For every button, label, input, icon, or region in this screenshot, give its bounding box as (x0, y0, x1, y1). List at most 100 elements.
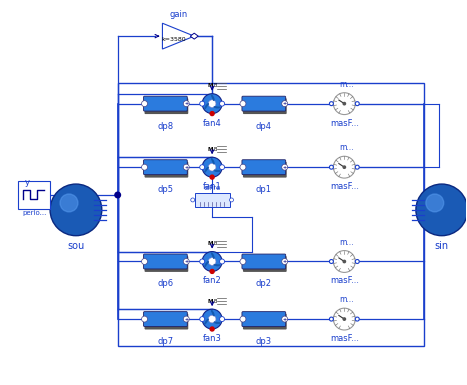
Text: +: + (184, 259, 188, 264)
Circle shape (343, 166, 346, 168)
Circle shape (240, 164, 246, 170)
Circle shape (210, 270, 214, 273)
Text: dp4: dp4 (256, 122, 272, 131)
Circle shape (219, 316, 225, 321)
Circle shape (240, 258, 246, 264)
Circle shape (219, 259, 225, 264)
Text: m...: m... (339, 295, 354, 304)
FancyBboxPatch shape (144, 314, 188, 330)
FancyBboxPatch shape (242, 160, 286, 175)
Circle shape (240, 316, 246, 322)
Text: fan3: fan3 (203, 334, 221, 343)
Circle shape (184, 100, 189, 107)
FancyBboxPatch shape (243, 314, 287, 330)
Circle shape (202, 157, 222, 177)
Polygon shape (190, 33, 198, 39)
Polygon shape (205, 319, 209, 324)
Circle shape (329, 259, 333, 263)
Text: dp6: dp6 (157, 280, 173, 288)
Text: m...: m... (339, 143, 354, 152)
Polygon shape (205, 261, 209, 266)
Text: masF...: masF... (330, 182, 359, 191)
Text: dp2: dp2 (256, 280, 272, 288)
Polygon shape (212, 159, 214, 164)
Circle shape (343, 318, 346, 320)
Polygon shape (205, 104, 209, 109)
Circle shape (343, 102, 346, 105)
Circle shape (210, 175, 214, 179)
Circle shape (343, 260, 346, 263)
Circle shape (184, 164, 189, 170)
Text: +: + (283, 259, 287, 264)
Circle shape (202, 309, 222, 329)
Text: dp1: dp1 (256, 185, 272, 194)
Circle shape (333, 308, 355, 330)
Text: +: + (283, 165, 287, 170)
Circle shape (333, 251, 355, 273)
Text: y: y (24, 178, 29, 187)
Circle shape (200, 316, 205, 321)
Circle shape (50, 184, 102, 236)
FancyBboxPatch shape (143, 96, 187, 111)
FancyBboxPatch shape (144, 256, 188, 272)
Circle shape (200, 259, 205, 264)
Polygon shape (214, 264, 220, 266)
Circle shape (240, 100, 246, 107)
Circle shape (329, 317, 333, 321)
Circle shape (210, 112, 214, 116)
Text: dp8: dp8 (157, 122, 173, 131)
Circle shape (202, 94, 222, 114)
Polygon shape (212, 253, 214, 258)
Circle shape (208, 163, 216, 171)
FancyBboxPatch shape (243, 162, 287, 177)
Text: +: + (184, 316, 188, 321)
Circle shape (333, 156, 355, 178)
Circle shape (60, 194, 78, 212)
Text: dp3: dp3 (256, 337, 272, 346)
Circle shape (200, 101, 205, 106)
Circle shape (208, 258, 216, 265)
Circle shape (208, 315, 216, 323)
Text: m...: m... (339, 80, 354, 89)
Text: B: B (213, 241, 217, 246)
Polygon shape (214, 170, 220, 171)
Circle shape (200, 165, 205, 170)
FancyBboxPatch shape (242, 96, 286, 111)
Text: m...: m... (339, 238, 354, 247)
Text: M: M (207, 83, 213, 88)
Circle shape (115, 192, 120, 198)
Polygon shape (214, 322, 220, 323)
Text: M: M (207, 299, 213, 304)
Circle shape (142, 258, 148, 264)
Circle shape (355, 102, 359, 105)
Polygon shape (214, 107, 220, 108)
FancyBboxPatch shape (143, 160, 187, 175)
Text: perio...: perio... (22, 210, 46, 216)
Text: masF...: masF... (330, 119, 359, 127)
Circle shape (229, 198, 234, 202)
Circle shape (202, 251, 222, 271)
Text: masF...: masF... (330, 334, 359, 343)
Circle shape (184, 258, 189, 264)
FancyBboxPatch shape (18, 181, 50, 209)
Circle shape (355, 317, 359, 321)
Polygon shape (212, 95, 214, 100)
Circle shape (282, 258, 288, 264)
Circle shape (142, 164, 148, 170)
Polygon shape (205, 167, 209, 172)
Circle shape (282, 164, 288, 170)
Circle shape (142, 316, 148, 322)
FancyBboxPatch shape (143, 311, 187, 326)
Text: sin: sin (435, 241, 449, 251)
Text: M: M (207, 147, 213, 152)
Circle shape (329, 165, 333, 169)
Text: masF...: masF... (330, 276, 359, 285)
Circle shape (355, 165, 359, 169)
Text: elPre: elPre (204, 184, 221, 191)
Text: dp5: dp5 (157, 185, 173, 194)
Text: +: + (184, 165, 188, 170)
Circle shape (426, 194, 444, 212)
Text: fan1: fan1 (203, 182, 221, 191)
Text: B: B (213, 147, 217, 152)
Text: k=3580: k=3580 (161, 37, 186, 42)
